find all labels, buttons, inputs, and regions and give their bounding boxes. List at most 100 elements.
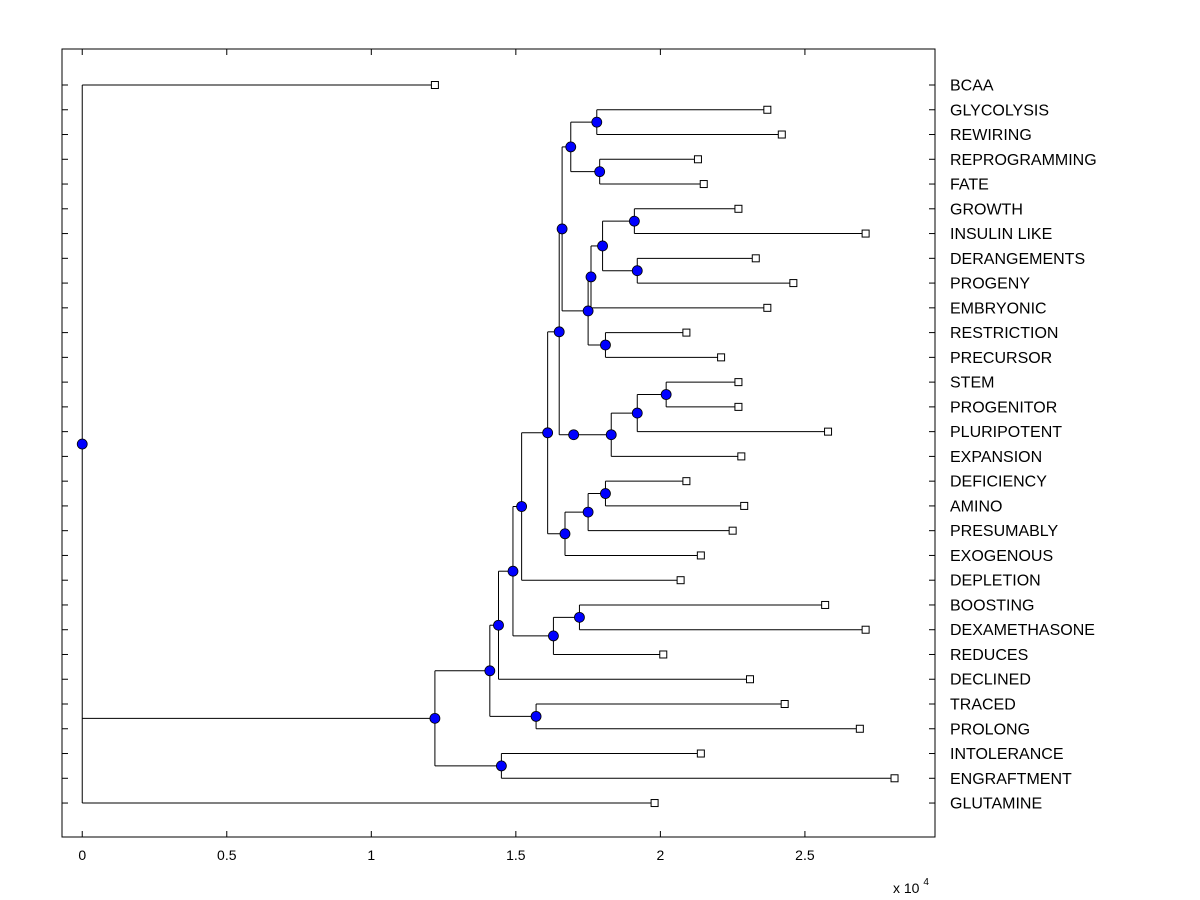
leaf-marker	[693, 155, 702, 164]
leaf-label: AMINO	[950, 498, 1002, 515]
leaf-label: DEPLETION	[950, 573, 1041, 590]
internal-node	[600, 488, 611, 499]
internal-node	[548, 630, 559, 642]
leaf-label: EMBRYONIC	[950, 300, 1047, 317]
internal-node	[574, 611, 585, 623]
leaf-marker	[717, 353, 726, 362]
leaf-marker	[789, 279, 798, 288]
internal-node-markers	[76, 116, 672, 772]
leaf-marker	[696, 749, 705, 758]
internal-node	[582, 305, 594, 317]
leaf-marker	[763, 105, 772, 114]
internal-node	[631, 407, 643, 419]
leaf-label: ENGRAFTMENT	[950, 771, 1072, 788]
internal-node	[530, 710, 542, 722]
leaf-label: PRECURSOR	[950, 350, 1052, 367]
leaf-label: DERANGEMENTS	[950, 251, 1085, 268]
internal-node	[582, 506, 594, 518]
leaf-marker	[676, 576, 685, 585]
internal-node	[484, 665, 496, 677]
x-tick-label: 1	[367, 847, 375, 863]
internal-node	[429, 712, 441, 724]
plot-frame	[61, 48, 936, 838]
leaf-marker	[728, 526, 737, 535]
x-tick-label: 0.5	[217, 847, 237, 863]
leaf-label: INSULIN LIKE	[950, 226, 1052, 243]
leaf-label: DECLINED	[950, 672, 1031, 689]
leaf-marker	[430, 81, 439, 89]
x-multiplier-label: x 10 4	[893, 877, 929, 896]
leaf-marker	[682, 477, 691, 486]
internal-node	[631, 265, 643, 277]
leaf-label: REWIRING	[950, 127, 1032, 144]
x-multiplier-exponent: 4	[923, 877, 929, 888]
x-tick-label: 2	[656, 847, 664, 863]
internal-node	[660, 389, 672, 400]
x-tick-label: 1.5	[506, 847, 526, 863]
internal-node	[76, 438, 88, 450]
leaf-marker	[855, 724, 864, 733]
internal-node	[493, 619, 504, 631]
leaf-marker	[751, 254, 760, 263]
leaf-marker	[824, 427, 833, 436]
leaf-label: EXOGENOUS	[950, 548, 1053, 565]
leaf-marker	[780, 700, 789, 708]
leaf-label: PRESUMABLY	[950, 523, 1059, 540]
internal-node	[585, 271, 597, 283]
leaf-marker	[699, 180, 708, 189]
x-tick-label: 2.5	[795, 847, 815, 863]
leaf-marker	[659, 650, 668, 659]
leaf-label: TRACED	[950, 697, 1016, 714]
leaf-label: STEM	[950, 375, 994, 392]
internal-node	[628, 215, 640, 227]
leaf-label: PROLONG	[950, 721, 1030, 738]
internal-node	[597, 240, 608, 252]
leaf-label: FATE	[950, 177, 989, 194]
leaf-label: DEXAMETHASONE	[950, 622, 1095, 639]
leaf-marker	[734, 204, 743, 213]
leaf-marker	[650, 799, 659, 808]
tick-marks	[62, 49, 935, 837]
internal-node	[559, 528, 571, 540]
x-tick-labels: 0 0.5 1 1.5 2 2.5	[78, 847, 815, 863]
leaf-marker	[777, 130, 786, 139]
internal-node	[553, 326, 565, 338]
leaf-label: INTOLERANCE	[950, 746, 1064, 763]
leaf-label: PLURIPOTENT	[950, 424, 1062, 441]
leaf-marker	[682, 328, 691, 337]
internal-node	[591, 116, 603, 128]
leaf-labels: BCAA GLYCOLYSIS REWIRING REPROGRAMMING FATE G…	[950, 78, 1097, 813]
leaf-marker	[696, 551, 705, 560]
internal-node	[542, 427, 554, 439]
leaf-marker	[737, 452, 746, 461]
internal-node	[495, 760, 507, 772]
leaf-marker	[890, 774, 899, 783]
leaf-label: EXPANSION	[950, 449, 1042, 466]
internal-node	[605, 429, 617, 441]
leaf-label: PROGENY	[950, 276, 1030, 293]
internal-node	[568, 429, 580, 441]
leaf-marker	[821, 600, 830, 609]
leaf-marker	[861, 625, 870, 634]
internal-node	[600, 339, 611, 351]
leaf-marker	[734, 378, 743, 387]
leaf-label: GLYCOLYSIS	[950, 102, 1049, 119]
internal-node	[594, 166, 606, 178]
leaf-label: DEFICIENCY	[950, 474, 1047, 491]
internal-node	[507, 565, 519, 577]
leaf-label: REPROGRAMMING	[950, 152, 1097, 169]
leaf-label: RESTRICTION	[950, 325, 1058, 342]
x-multiplier-base: x 10	[893, 880, 920, 896]
internal-node	[565, 141, 577, 153]
internal-node	[516, 501, 528, 512]
leaf-label: GROWTH	[950, 201, 1023, 218]
leaf-markers	[430, 81, 899, 808]
leaf-label: BCAA	[950, 78, 994, 95]
leaf-label: PROGENITOR	[950, 399, 1057, 416]
leaf-marker	[763, 303, 772, 312]
leaf-label: GLUTAMINE	[950, 796, 1042, 813]
leaf-marker	[861, 229, 870, 238]
leaf-marker	[740, 501, 749, 510]
leaf-label: BOOSTING	[950, 597, 1034, 614]
